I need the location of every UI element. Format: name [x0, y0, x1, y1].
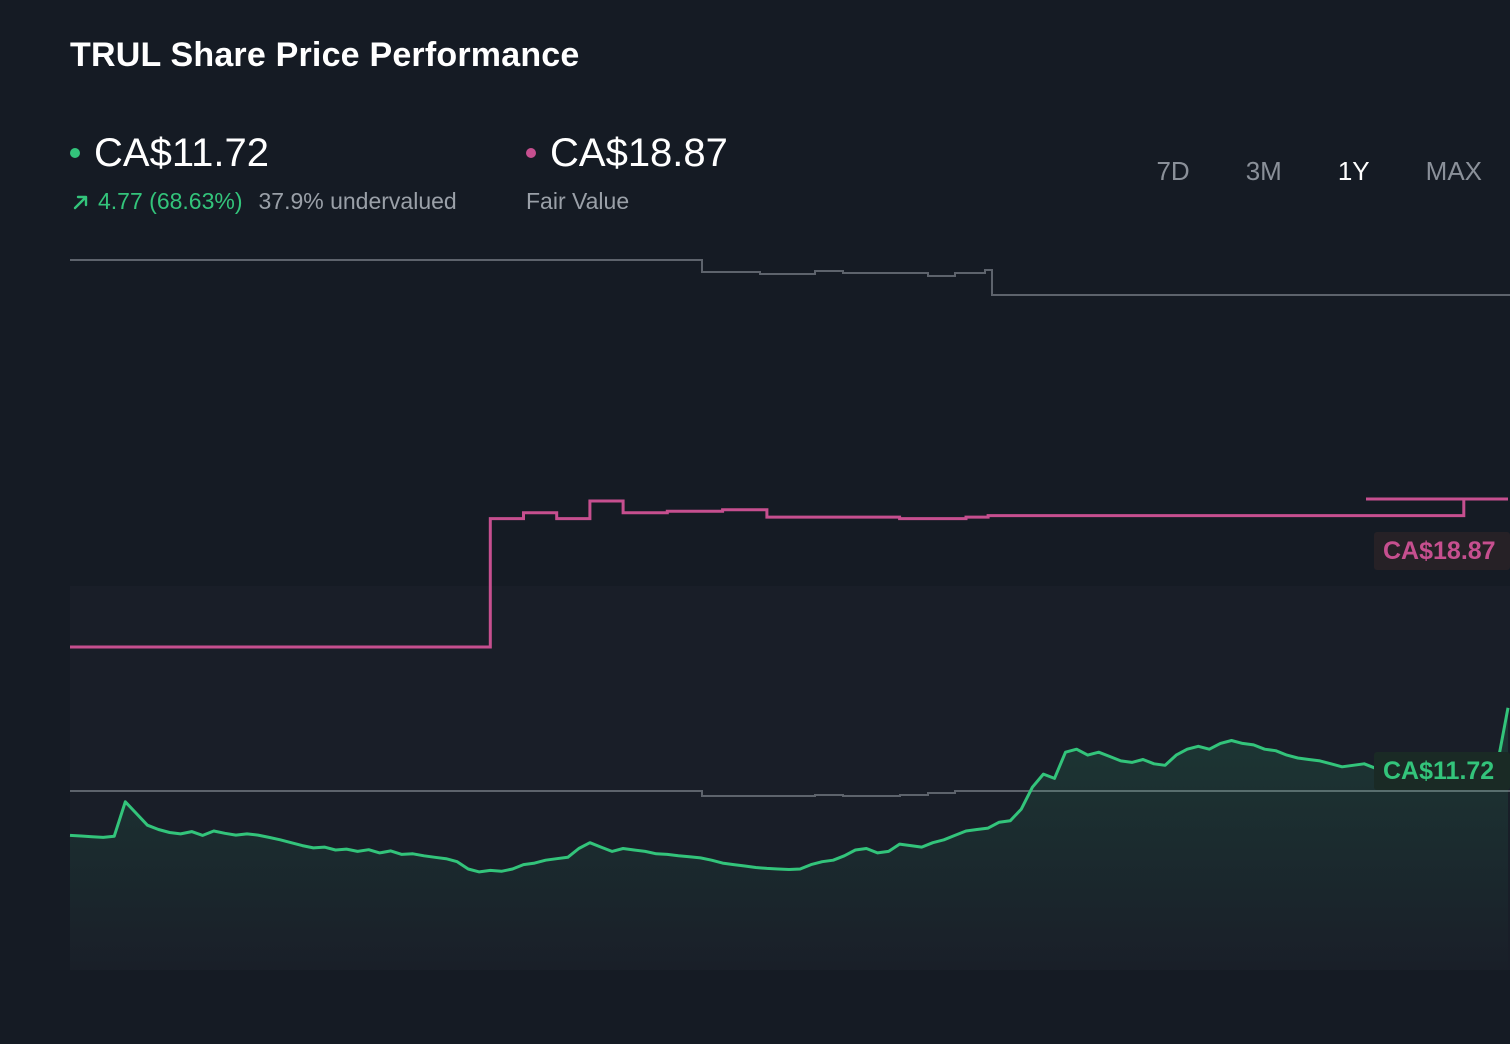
current-price-dot-icon: [70, 148, 80, 158]
tab-3m[interactable]: 3M: [1245, 156, 1282, 186]
current-price-value: CA$11.72: [94, 131, 269, 175]
price-change-value: 4.77 (68.63%): [98, 188, 243, 214]
price-change: 4.77 (68.63%): [70, 188, 242, 215]
price-area-fill: [70, 707, 1508, 975]
tab-7d[interactable]: 7D: [1156, 156, 1190, 186]
fair-value-label: Fair Value: [526, 188, 630, 214]
share-price-line: [69, 707, 1510, 874]
fair-value-amount: CA$18.87: [550, 131, 728, 175]
fair-value-price: CA$18.87: [526, 128, 728, 178]
current-price-block: CA$11.72 4.77 (68.63%) 37.9% undervalued: [70, 128, 457, 215]
share-price-end-label: CA$11.72: [1374, 752, 1510, 790]
lower-reference-line: [70, 790, 1510, 797]
fair-value-line: [70, 497, 1508, 649]
upper-reference-line: [70, 259, 1510, 296]
current-price: CA$11.72: [70, 128, 457, 178]
share-price-end-label-text: CA$11.72: [1383, 757, 1494, 785]
fair-value-end-label-text: CA$18.87: [1383, 537, 1496, 565]
arrow-up-right-icon: [73, 195, 88, 209]
current-price-details: 4.77 (68.63%) 37.9% undervalued: [70, 188, 457, 215]
chart-title: TRUL Share Price Performance: [70, 36, 580, 74]
valuation-status: 37.9% undervalued: [258, 188, 457, 214]
fair-value-end-label: CA$18.87: [1374, 532, 1510, 570]
fair-value-block: CA$18.87 Fair Value: [526, 128, 728, 215]
tab-max[interactable]: MAX: [1425, 156, 1482, 186]
fair-value-dot-icon: [526, 148, 536, 158]
time-range-tabs: 7D 3M 1Y MAX: [1100, 156, 1482, 187]
tab-1y[interactable]: 1Y: [1337, 156, 1370, 186]
